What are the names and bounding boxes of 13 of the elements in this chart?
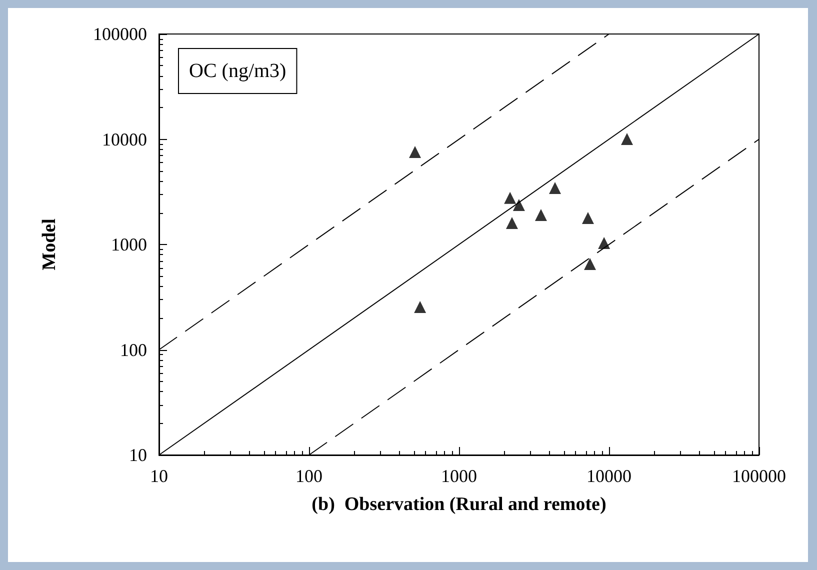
- y-axis-title: Model: [39, 218, 60, 270]
- x-tick-label: 100000: [732, 466, 786, 486]
- y-tick-label: 10000: [102, 129, 147, 150]
- x-tick-label: 10000: [586, 466, 632, 486]
- annotation: OC (ng/m3): [189, 60, 286, 82]
- y-tick-label: 100: [120, 340, 147, 360]
- x-tick-label: 1000: [441, 466, 477, 486]
- x-tick-label: 10: [150, 466, 168, 486]
- x-tick-label: 100: [296, 466, 322, 486]
- y-tick-label: 10: [129, 445, 147, 465]
- y-tick-label: 1000: [111, 234, 147, 254]
- y-tick-label: 100000: [93, 24, 147, 44]
- x-axis-title: (b) Observation (Rural and remote): [312, 494, 606, 515]
